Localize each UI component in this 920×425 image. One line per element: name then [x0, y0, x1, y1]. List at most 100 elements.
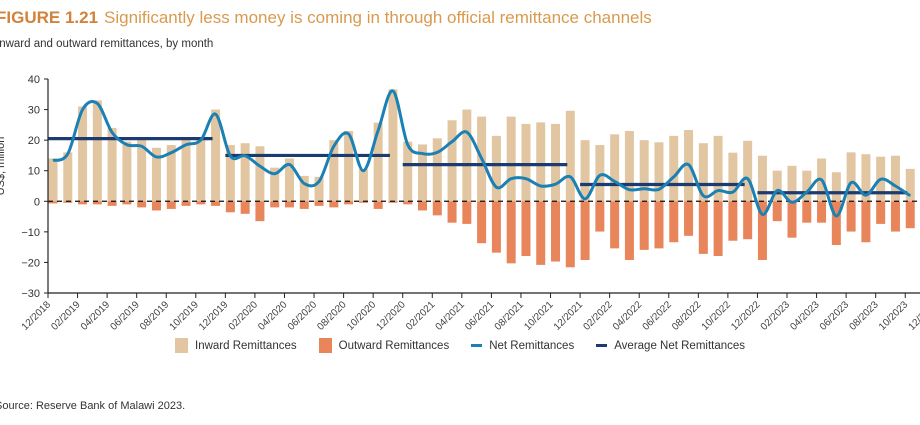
legend: Inward Remittances Outward Remittances N… [175, 338, 745, 353]
x-tick-label: 04/2023 [788, 299, 822, 333]
x-tick-label: 06/2022 [641, 299, 675, 333]
x-tick-label: 08/2019 [138, 299, 172, 333]
x-tick-label: 10/2023 [877, 299, 911, 333]
inward-bar [299, 175, 309, 202]
outward-bar [905, 201, 915, 229]
inward-bar [610, 134, 620, 202]
x-tick-label: 12/2019 [197, 299, 231, 333]
inward-bar [92, 100, 102, 202]
inward-swatch [175, 338, 188, 353]
outward-bar [344, 201, 354, 205]
x-tick-label: 10/2020 [345, 299, 379, 333]
outward-bar [802, 201, 812, 223]
outward-bar [181, 201, 191, 206]
outward-bar [669, 201, 679, 243]
outward-bar [388, 201, 398, 203]
x-tick-label: 12/2023 [907, 299, 920, 333]
inward-bar [255, 146, 265, 202]
inward-bar [654, 142, 664, 202]
outward-bar [196, 201, 206, 205]
outward-bar [890, 201, 900, 232]
y-axis-label: US$, million [0, 137, 7, 196]
outward-swatch [318, 338, 332, 353]
outward-bar [580, 201, 590, 260]
outward-bar [314, 201, 324, 206]
inward-bar [63, 152, 73, 202]
inward-bar [344, 130, 354, 202]
outward-bar [713, 201, 723, 257]
inward-bar [373, 122, 383, 202]
figure-label: FIGURE 1.21 [0, 8, 99, 27]
chart-subtitle: Inward and outward remittances, by month [0, 38, 214, 50]
legend-label: Average Net Remittances [614, 339, 746, 352]
outward-bar [48, 201, 58, 204]
inward-bar [905, 168, 915, 202]
inward-bar [772, 170, 782, 202]
outward-bar [373, 201, 383, 209]
inward-bar [462, 109, 472, 202]
inward-bar [284, 158, 294, 202]
inward-bar [846, 152, 856, 202]
x-tick-label: 10/2022 [700, 299, 734, 333]
x-tick-label: 06/2020 [286, 299, 320, 333]
outward-bar [876, 201, 886, 224]
x-tick-label: 10/2021 [522, 299, 556, 333]
inward-bar [151, 147, 161, 202]
x-tick-label: 04/2019 [79, 299, 113, 333]
x-tick-label: 04/2022 [611, 299, 645, 333]
outward-bar [137, 201, 147, 208]
y-tick-label: 10 [28, 166, 40, 178]
x-tick-label: 02/2019 [49, 299, 83, 333]
outward-bar [92, 201, 102, 205]
inward-bar [166, 145, 176, 202]
legend-inward: Inward Remittances [175, 338, 297, 353]
x-tick-label: 04/2021 [434, 299, 468, 333]
outward-bar [595, 201, 605, 232]
inward-bar [580, 140, 590, 202]
inward-bar [521, 123, 531, 202]
outward-bar [698, 201, 708, 254]
outward-bar [506, 201, 516, 264]
inward-bar [211, 109, 221, 202]
inward-bar [698, 143, 708, 202]
inward-bar [565, 110, 575, 202]
inward-bar [757, 155, 767, 202]
inward-bar [624, 130, 634, 202]
outward-bar [255, 201, 265, 222]
outward-bar [284, 201, 294, 208]
x-tick-label: 06/2021 [463, 299, 497, 333]
outward-bar [757, 201, 767, 260]
inward-bar [551, 123, 561, 202]
outward-bar [639, 201, 649, 250]
outward-bar [743, 201, 753, 240]
x-tick-label: 10/2019 [168, 299, 202, 333]
outward-bar [654, 201, 664, 249]
x-tick-label: 02/2020 [227, 299, 261, 333]
x-tick-label: 08/2020 [315, 299, 349, 333]
inward-bar [418, 144, 427, 202]
outward-bar [536, 201, 546, 265]
inward-bar [388, 89, 398, 202]
x-tick-label: 08/2022 [670, 299, 704, 333]
x-tick-label: 04/2020 [256, 299, 290, 333]
y-tick-label: 20 [28, 135, 40, 147]
outward-bar [225, 201, 235, 213]
x-tick-label: 06/2019 [108, 299, 142, 333]
legend-label: Inward Remittances [195, 339, 297, 352]
outward-bar [329, 201, 339, 208]
x-tick-label: 12/2021 [552, 299, 586, 333]
source-note: Source: Reserve Bank of Malawi 2023. [0, 400, 186, 412]
outward-bar [78, 201, 88, 205]
outward-bar [358, 201, 368, 203]
legend-average: Average Net Remittances [596, 340, 745, 352]
outward-bar [122, 201, 132, 205]
inward-bar [861, 154, 871, 202]
inward-bar [713, 135, 723, 202]
y-tick-label: −20 [21, 257, 40, 269]
inward-bar [787, 165, 797, 202]
inward-bar [595, 145, 605, 202]
outward-bar [270, 201, 280, 208]
inward-bar [536, 122, 546, 202]
inward-bar [137, 140, 147, 202]
